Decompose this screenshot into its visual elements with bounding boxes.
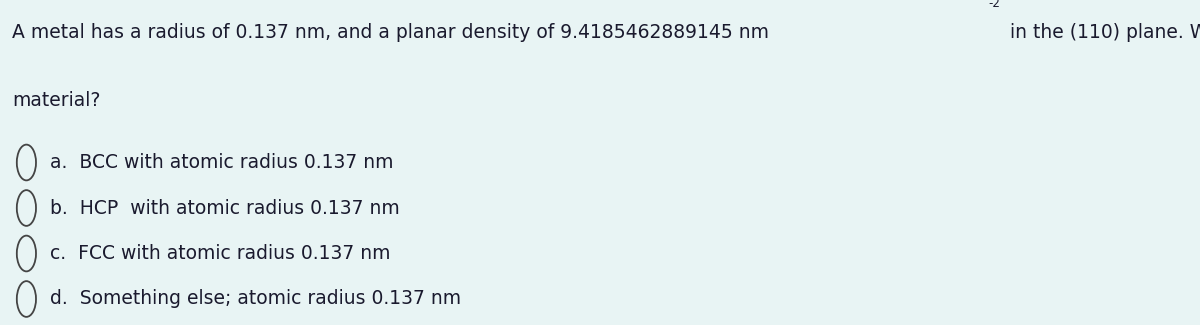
Text: A metal has a radius of 0.137 nm, and a planar density of 9.4185462889145 nm: A metal has a radius of 0.137 nm, and a …: [12, 23, 769, 42]
Text: c.  FCC with atomic radius 0.137 nm: c. FCC with atomic radius 0.137 nm: [50, 244, 391, 263]
Text: d.  Something else; atomic radius 0.137 nm: d. Something else; atomic radius 0.137 n…: [50, 290, 462, 308]
Text: material?: material?: [12, 91, 101, 110]
Text: in the (110) plane. What is the crystal structure of the: in the (110) plane. What is the crystal …: [1004, 23, 1200, 42]
Text: -2: -2: [989, 0, 1001, 10]
Text: a.  BCC with atomic radius 0.137 nm: a. BCC with atomic radius 0.137 nm: [50, 153, 394, 172]
Text: b.  HCP  with atomic radius 0.137 nm: b. HCP with atomic radius 0.137 nm: [50, 199, 400, 217]
